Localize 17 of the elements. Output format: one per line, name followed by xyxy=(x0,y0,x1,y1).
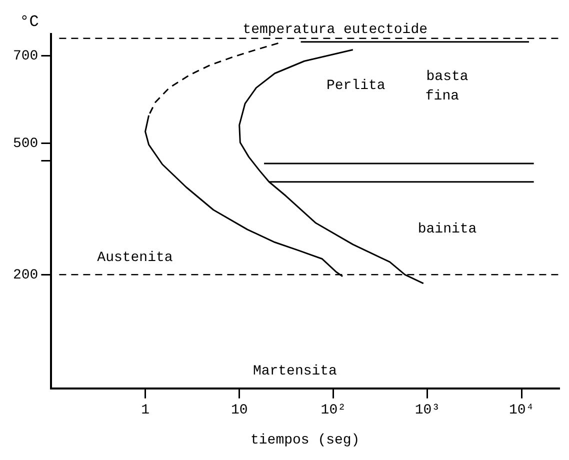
annotation: fina xyxy=(425,88,460,105)
x-tick-label: 10⁴ xyxy=(508,402,534,419)
annotation: Martensita xyxy=(252,363,337,380)
ref-line-label: temperatura eutectoide xyxy=(242,22,428,38)
y-tick-label: 500 xyxy=(12,136,38,152)
x-tick-label: 1 xyxy=(141,402,150,419)
y-tick-label: 700 xyxy=(12,48,38,65)
x-tick-label: 10² xyxy=(320,402,346,419)
y-tick-label: 200 xyxy=(12,267,38,284)
annotation: Perlita xyxy=(326,78,386,94)
annotation: Austenita xyxy=(97,250,173,266)
x-tick-label: 10³ xyxy=(414,402,440,419)
annotation: bainita xyxy=(418,222,477,238)
annotation: basta xyxy=(426,69,468,86)
x-axis-title: tiempos (seg) xyxy=(250,432,360,448)
x-tick-label: 10 xyxy=(230,402,248,419)
y-axis-title: °C xyxy=(20,13,39,32)
